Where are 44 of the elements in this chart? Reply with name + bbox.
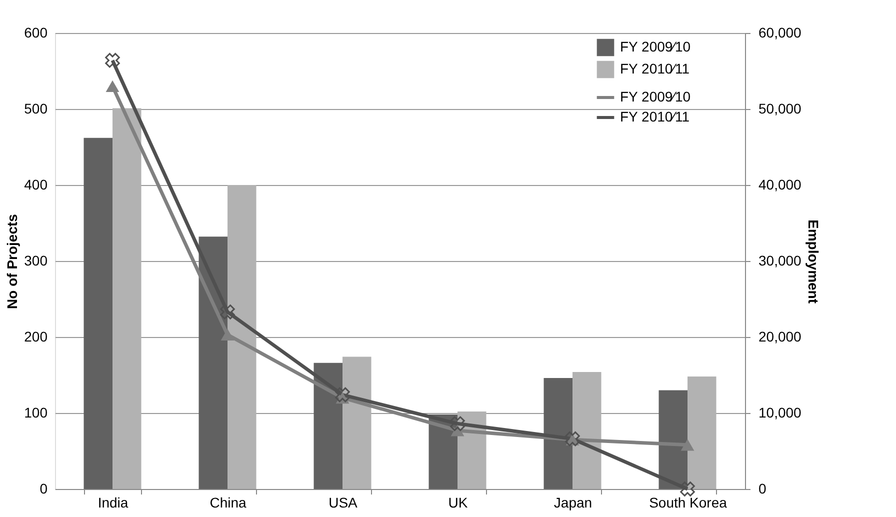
y-tick-label: 0	[40, 480, 48, 496]
y2-tick-label: 10,000	[758, 404, 802, 420]
legend-label: FY 2009⁄10	[620, 88, 691, 104]
point	[106, 80, 120, 92]
x-tick-label: Japan	[554, 494, 592, 510]
point	[680, 439, 694, 451]
bar	[544, 378, 572, 489]
y2-tick-label: 50,000	[758, 100, 802, 116]
point	[335, 387, 350, 402]
x-tick-label: South Korea	[649, 494, 728, 510]
bar	[228, 185, 256, 489]
bar	[198, 236, 228, 489]
point	[450, 416, 465, 432]
bar	[658, 390, 688, 489]
legend-label: FY 2010⁄11	[620, 108, 690, 124]
x-tick-label: China	[210, 494, 246, 510]
y2-tick-label: 30,000	[758, 252, 802, 268]
bar	[688, 376, 716, 489]
point	[680, 482, 695, 496]
x-tick-label: UK	[448, 494, 468, 510]
x-tick-label: India	[98, 494, 128, 510]
point	[105, 52, 120, 68]
point	[220, 328, 234, 341]
y-tick-label: 400	[24, 176, 48, 192]
bar	[314, 362, 342, 489]
point	[220, 304, 235, 320]
y-tick-label: 100	[24, 404, 48, 420]
y2-axis-title: Employment	[805, 219, 822, 304]
bar	[112, 108, 142, 489]
bar	[342, 356, 372, 489]
y2-tick-label: 60,000	[758, 24, 802, 40]
bar	[84, 138, 112, 489]
legend-label: FY 2010⁄11	[620, 60, 690, 76]
y-tick-label: 300	[24, 252, 48, 268]
y2-tick-label: 0	[758, 480, 766, 496]
legend-label: FY 2009⁄10	[620, 38, 691, 54]
x-tick-label: USA	[328, 494, 358, 510]
y-axis-title: No of Projects	[4, 214, 20, 309]
bar	[572, 372, 602, 489]
y-tick-label: 600	[24, 24, 48, 40]
y-tick-label: 500	[24, 100, 48, 116]
y2-tick-label: 40,000	[758, 176, 802, 192]
y2-tick-label: 20,000	[758, 328, 802, 344]
y-tick-label: 200	[24, 328, 48, 344]
